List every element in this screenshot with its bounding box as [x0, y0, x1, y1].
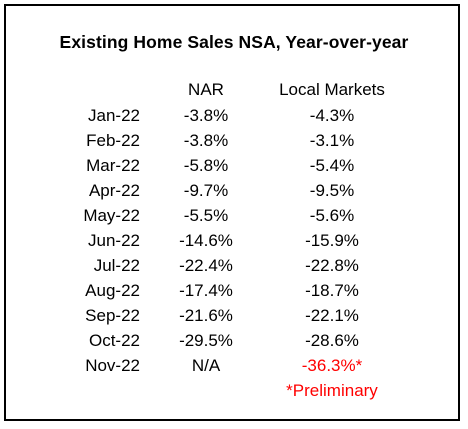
row-local-value: -5.4%	[309, 156, 355, 175]
preliminary-footnote: *Preliminary	[286, 381, 378, 400]
row-local-value: -9.5%	[309, 181, 355, 200]
row-month: Feb-22	[86, 131, 140, 150]
column-header-local-markets: Local Markets	[279, 80, 385, 99]
row-month: Aug-22	[85, 281, 140, 300]
row-nar-value: N/A	[191, 356, 221, 375]
row-nar-value: -9.7%	[183, 181, 229, 200]
row-local-value: -3.1%	[309, 131, 355, 150]
row-local-value: -18.7%	[305, 281, 359, 300]
row-month: Mar-22	[86, 156, 140, 175]
row-nar-value: -21.6%	[179, 306, 233, 325]
row-nar-value: -29.5%	[179, 331, 233, 350]
row-month: Jan-22	[88, 106, 140, 125]
row-nar-value: -22.4%	[179, 256, 233, 275]
row-local-value: -22.8%	[305, 256, 359, 275]
row-month: Oct-22	[88, 331, 140, 350]
row-month: Jun-22	[88, 231, 140, 250]
row-nar-value: -17.4%	[179, 281, 233, 300]
row-month: Nov-22	[85, 356, 140, 375]
row-local-value: -22.1%	[305, 306, 359, 325]
row-local-value: -5.6%	[309, 206, 355, 225]
table-frame	[4, 4, 460, 421]
row-local-value-preliminary: -36.3%*	[301, 356, 363, 375]
row-month: May-22	[83, 206, 140, 225]
column-header-nar: NAR	[188, 80, 224, 99]
row-nar-value: -3.8%	[183, 106, 229, 125]
row-month: Apr-22	[88, 181, 140, 200]
row-nar-value: -3.8%	[183, 131, 229, 150]
row-local-value: -28.6%	[305, 331, 359, 350]
row-local-value: -4.3%	[309, 106, 355, 125]
row-nar-value: -14.6%	[179, 231, 233, 250]
table-title: Existing Home Sales NSA, Year-over-year	[59, 32, 409, 52]
row-month: Jul-22	[93, 256, 140, 275]
row-month: Sep-22	[85, 306, 140, 325]
row-nar-value: -5.5%	[183, 206, 229, 225]
row-nar-value: -5.8%	[183, 156, 229, 175]
row-local-value: -15.9%	[305, 231, 359, 250]
